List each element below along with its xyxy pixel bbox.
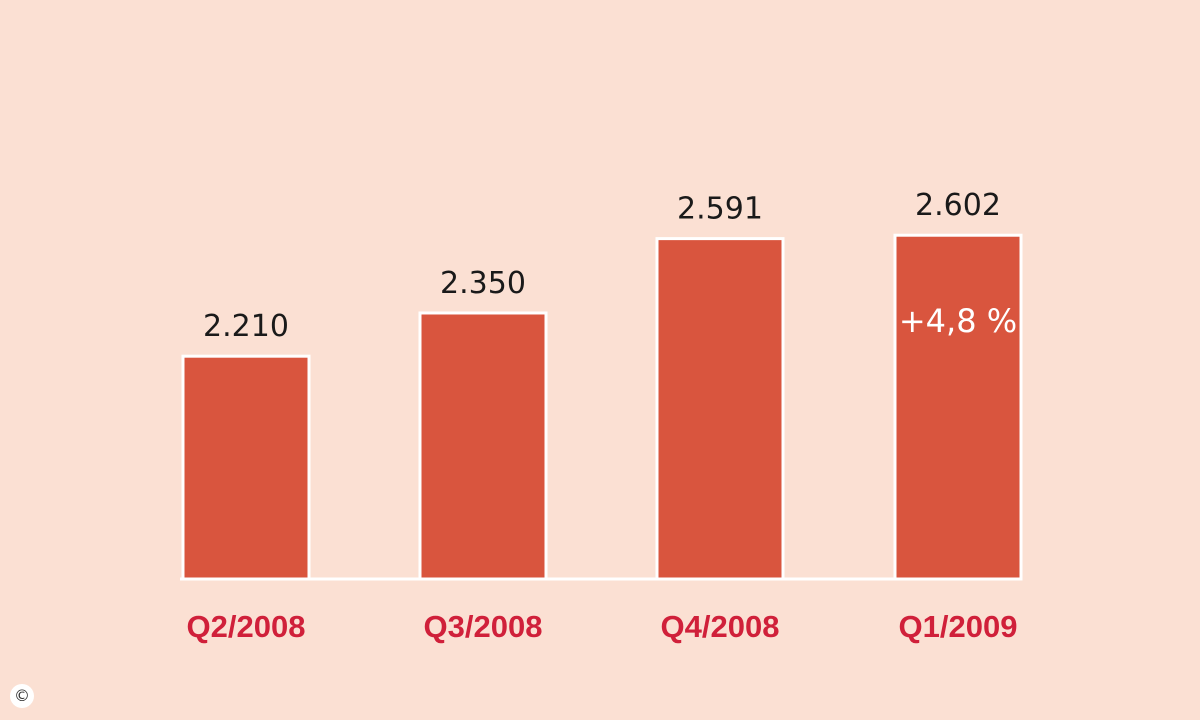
value-label-q4-2008: 2.591 <box>677 192 763 227</box>
bar-q3-2008 <box>418 311 548 581</box>
category-label-q3-2008: Q3/2008 <box>424 609 543 644</box>
labels-layer: 2.210 Q2/2008 2.350 Q3/2008 2.591 Q4/2008 2.60… <box>187 188 1018 644</box>
category-label-q2-2008: Q2/2008 <box>187 609 306 644</box>
bars-layer <box>181 233 1023 581</box>
category-label-q4-2008: Q4/2008 <box>661 609 780 644</box>
value-label-q2-2008: 2.210 <box>203 309 289 344</box>
value-label-q1-2009: 2.602 <box>915 188 1001 223</box>
copyright-icon: © <box>10 684 34 708</box>
change-annotation: +4,8 % <box>899 302 1017 340</box>
bar-q1-2009 <box>893 233 1023 581</box>
bar-q4-2008 <box>655 237 785 581</box>
bar-q2-2008 <box>181 354 311 581</box>
category-label-q1-2009: Q1/2009 <box>899 609 1018 644</box>
value-label-q3-2008: 2.350 <box>440 266 526 301</box>
